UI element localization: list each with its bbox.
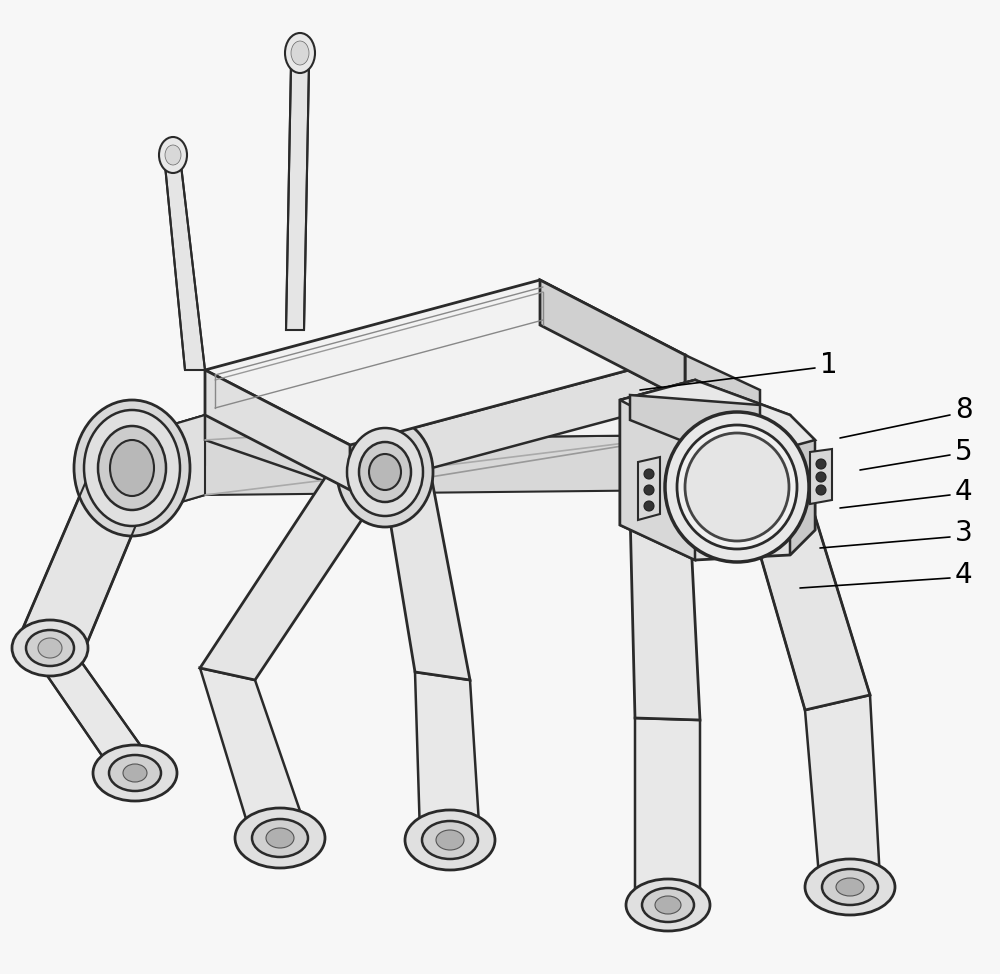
- Ellipse shape: [291, 41, 309, 65]
- Ellipse shape: [347, 428, 423, 516]
- Polygon shape: [540, 280, 685, 400]
- Ellipse shape: [369, 454, 401, 490]
- Polygon shape: [690, 410, 760, 520]
- Ellipse shape: [93, 745, 177, 801]
- Polygon shape: [685, 355, 760, 465]
- Ellipse shape: [252, 819, 308, 857]
- Ellipse shape: [74, 400, 190, 536]
- Polygon shape: [205, 280, 685, 445]
- Ellipse shape: [84, 410, 180, 526]
- Ellipse shape: [266, 828, 294, 848]
- Polygon shape: [205, 370, 350, 490]
- Polygon shape: [805, 695, 880, 888]
- Ellipse shape: [655, 896, 681, 914]
- Polygon shape: [810, 449, 832, 504]
- Polygon shape: [205, 415, 350, 490]
- Text: 4: 4: [955, 478, 973, 506]
- Text: 8: 8: [955, 396, 973, 424]
- Text: 3: 3: [955, 519, 973, 547]
- Text: 4: 4: [955, 561, 973, 589]
- Ellipse shape: [816, 472, 826, 482]
- Ellipse shape: [436, 830, 464, 850]
- Ellipse shape: [98, 426, 166, 510]
- Ellipse shape: [422, 821, 478, 859]
- Ellipse shape: [359, 442, 411, 502]
- Ellipse shape: [159, 137, 187, 173]
- Ellipse shape: [685, 433, 789, 541]
- Polygon shape: [620, 380, 815, 455]
- Polygon shape: [750, 500, 870, 710]
- Ellipse shape: [165, 145, 181, 165]
- Ellipse shape: [805, 859, 895, 915]
- Ellipse shape: [816, 485, 826, 495]
- Polygon shape: [630, 395, 760, 445]
- Ellipse shape: [337, 417, 433, 527]
- Ellipse shape: [836, 878, 864, 896]
- Ellipse shape: [644, 469, 654, 479]
- Polygon shape: [120, 415, 205, 520]
- Ellipse shape: [644, 501, 654, 511]
- Ellipse shape: [12, 620, 88, 676]
- Ellipse shape: [816, 459, 826, 469]
- Ellipse shape: [644, 485, 654, 495]
- Polygon shape: [165, 165, 205, 370]
- Polygon shape: [350, 355, 685, 490]
- Polygon shape: [286, 65, 309, 330]
- Polygon shape: [120, 415, 205, 490]
- Text: 1: 1: [820, 351, 838, 379]
- Polygon shape: [638, 457, 660, 520]
- Polygon shape: [540, 280, 685, 400]
- Ellipse shape: [642, 888, 694, 922]
- Ellipse shape: [26, 630, 74, 666]
- Polygon shape: [120, 410, 760, 465]
- Polygon shape: [620, 380, 695, 560]
- Ellipse shape: [38, 638, 62, 658]
- Polygon shape: [200, 455, 395, 680]
- Ellipse shape: [822, 869, 878, 905]
- Polygon shape: [20, 636, 165, 780]
- Polygon shape: [200, 668, 310, 840]
- Ellipse shape: [235, 808, 325, 868]
- Ellipse shape: [110, 440, 154, 496]
- Text: 5: 5: [955, 438, 973, 466]
- Polygon shape: [635, 718, 700, 900]
- Ellipse shape: [405, 810, 495, 870]
- Ellipse shape: [677, 425, 797, 549]
- Ellipse shape: [285, 33, 315, 73]
- Polygon shape: [380, 460, 470, 680]
- Polygon shape: [20, 430, 165, 660]
- Polygon shape: [790, 415, 815, 555]
- Polygon shape: [620, 380, 815, 560]
- Polygon shape: [630, 510, 700, 720]
- Ellipse shape: [123, 764, 147, 782]
- Polygon shape: [120, 435, 760, 520]
- Ellipse shape: [626, 879, 710, 931]
- Ellipse shape: [665, 412, 809, 562]
- Polygon shape: [415, 672, 480, 840]
- Ellipse shape: [109, 755, 161, 791]
